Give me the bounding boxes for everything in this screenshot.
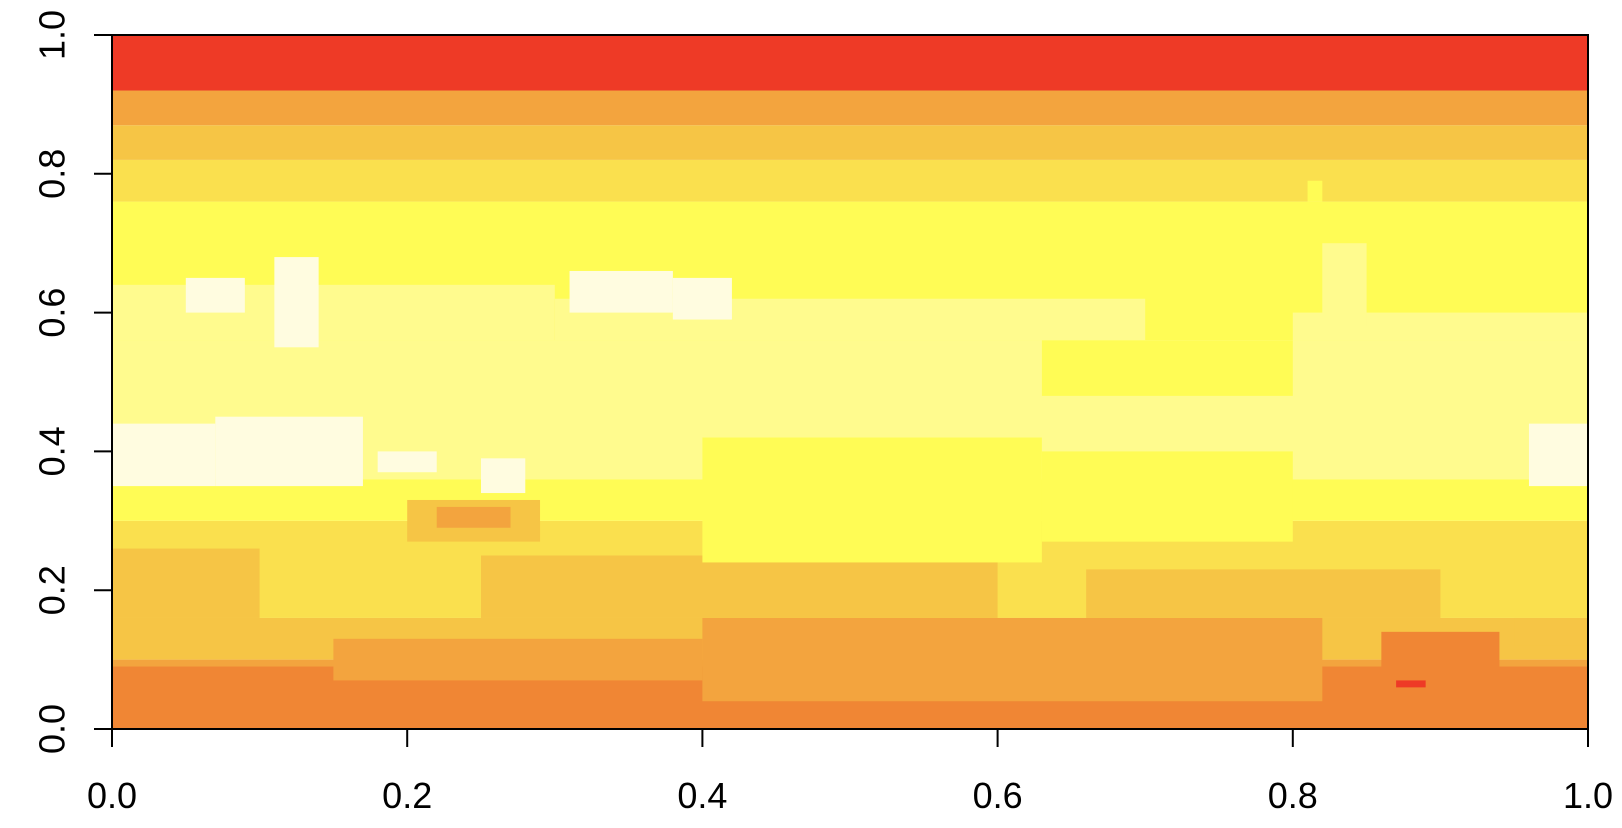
x-tick-label: 0.8	[1268, 775, 1318, 816]
heatmap-patch-2	[702, 617, 1323, 702]
heatmap-patch-25	[1322, 243, 1367, 327]
heatmap-patch-27	[1307, 180, 1323, 202]
heatmap-patch-3	[1381, 631, 1500, 716]
heatmap-patch-1	[333, 638, 703, 681]
heatmap-patch-12	[436, 506, 511, 528]
x-axis: 0.0 0.2 0.4 0.6 0.8 1.0	[87, 728, 1613, 816]
y-tick-label: 1.0	[32, 10, 73, 60]
heatmap-patch-18	[215, 416, 363, 487]
y-axis: 0.0 0.2 0.4 0.6 0.8 1.0	[32, 10, 113, 754]
heatmap-patch-23	[569, 270, 673, 313]
heatmap-patch-19	[274, 257, 319, 348]
heatmap-cells	[112, 35, 1588, 729]
heatmap-patch-17	[112, 423, 216, 487]
y-tick-label: 0.2	[32, 565, 73, 615]
x-tick-label: 0.2	[382, 775, 432, 816]
x-tick-label: 0.4	[677, 775, 727, 816]
heatmap-band-10	[112, 35, 1588, 91]
heatmap-patch-4	[1396, 680, 1426, 688]
heatmap-patch-20	[185, 277, 245, 313]
y-tick-label: 0.8	[32, 149, 73, 199]
heatmap-patch-10	[1041, 451, 1293, 542]
x-tick-label: 0.6	[973, 775, 1023, 816]
heatmap-band-9	[112, 90, 1588, 126]
heatmap-patch-6	[481, 555, 998, 618]
heatmap-patch-5	[112, 548, 260, 618]
y-tick-label: 0.0	[32, 704, 73, 754]
heatmap-patch-22	[481, 458, 526, 494]
x-tick-label: 0.0	[87, 775, 137, 816]
heatmap-patch-21	[377, 451, 437, 473]
y-tick-label: 0.6	[32, 288, 73, 338]
heatmap-patch-26	[1528, 423, 1588, 487]
heatmap-patch-24	[672, 277, 732, 320]
heatmap-band-7	[112, 159, 1588, 202]
x-tick-label: 1.0	[1563, 775, 1613, 816]
heatmap-patch-13	[112, 284, 555, 341]
y-tick-label: 0.4	[32, 426, 73, 476]
heatmap-patch-8	[1514, 617, 1588, 646]
heatmap-patch-9	[702, 437, 1042, 563]
heatmap-band-8	[112, 125, 1588, 160]
heatmap-patch-7	[1086, 569, 1441, 618]
heatmap-patch-16	[1041, 340, 1293, 396]
